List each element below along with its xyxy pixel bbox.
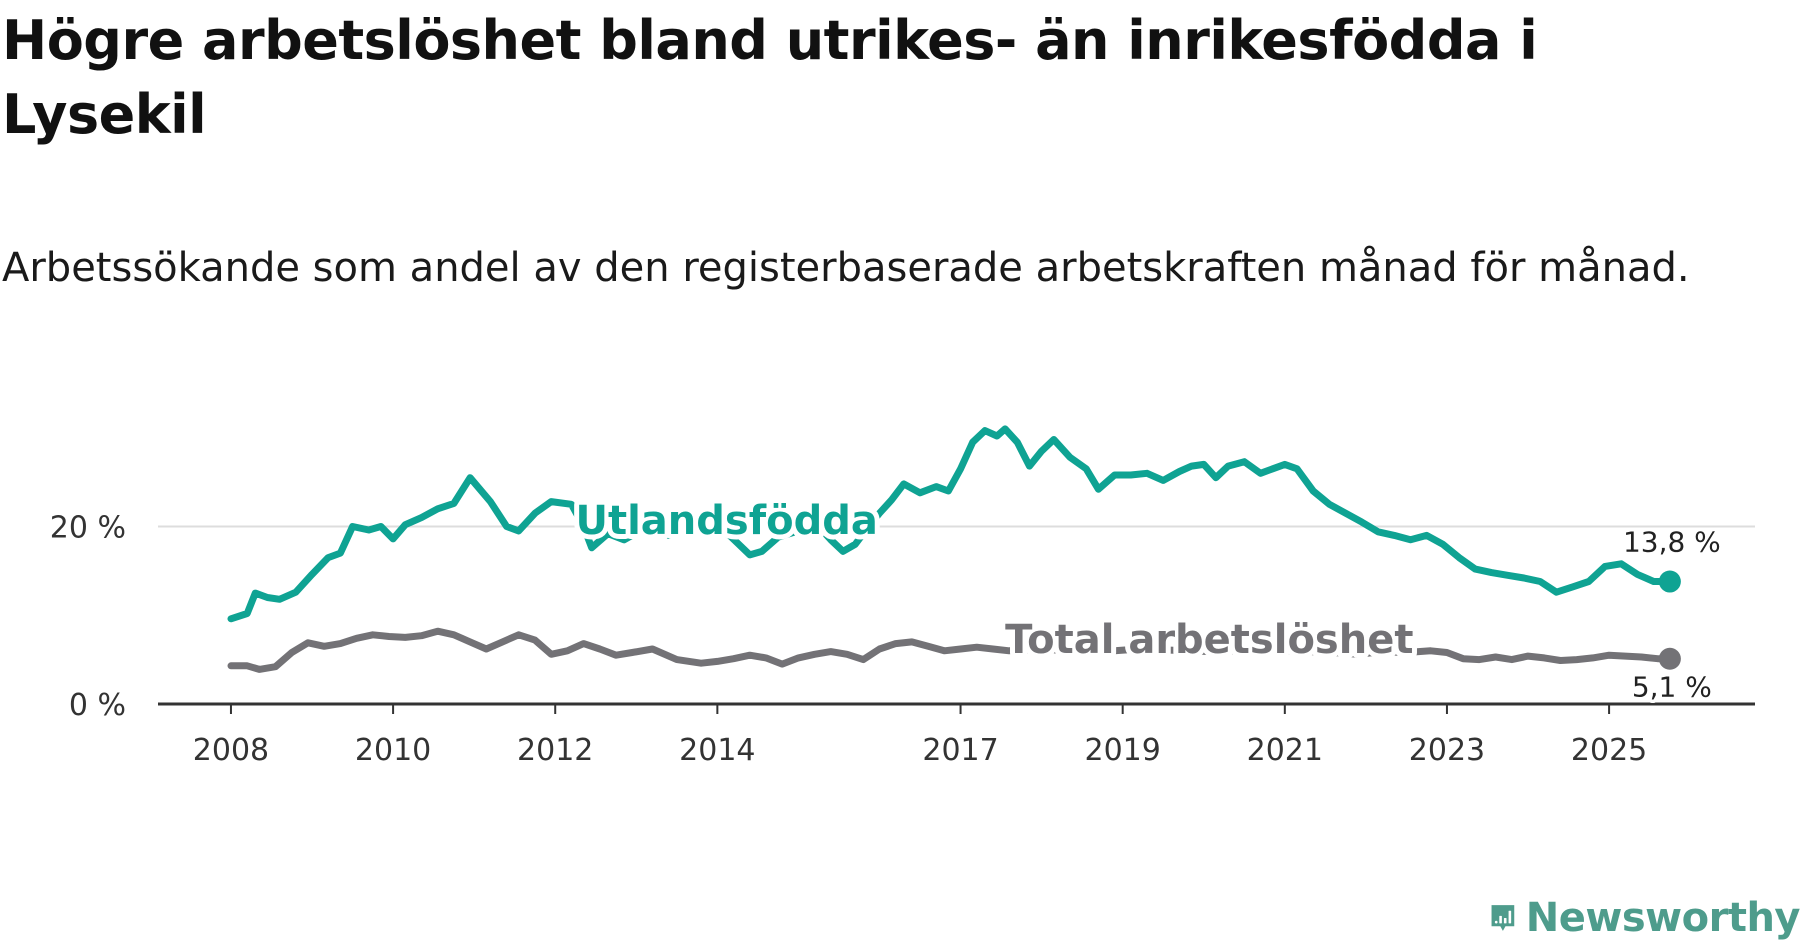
series-labels: 13,8 % 5,1 % Utlandsfödda Total arbetslöshe… (570, 493, 1724, 707)
series-end-point (1658, 570, 1681, 593)
x-tick-label: 2014 (679, 733, 755, 768)
x-tick-label: 2012 (517, 733, 593, 768)
newsworthy-logo: Newsworthy (1490, 888, 1800, 948)
axes: 0 % 20 % 2008 2010 2012 2014 2017 2019 2021 2023 2… (50, 511, 1755, 768)
brand-name: Newsworthy (1525, 895, 1800, 941)
chart-subtitle: Arbetssökande som andel av den registerb… (2, 245, 1690, 291)
x-tick-label: 2008 (193, 733, 269, 768)
x-tick-label: 2021 (1247, 733, 1323, 768)
x-tick-label: 2023 (1409, 733, 1485, 768)
series-end-label: 13,8 % (1623, 526, 1721, 559)
series-line-total (227, 627, 1674, 673)
bar-chart-icon (1491, 905, 1515, 931)
series-line-utlandsfodda (227, 425, 1674, 623)
y-tick-label: 20 % (50, 511, 126, 546)
series-name-label: Total arbetslöshet (1005, 617, 1413, 663)
x-tick-label: 2017 (922, 733, 998, 768)
x-tick-label: 2019 (1085, 733, 1161, 768)
series-end-point (1658, 647, 1681, 670)
series-end-label: 5,1 % (1632, 671, 1712, 704)
y-tick-label: 0 % (69, 688, 126, 723)
x-tick-label: 2025 (1571, 733, 1647, 768)
series-name-label: Utlandsfödda (575, 498, 877, 544)
chart-title: Högre arbetslöshet bland utrikes- än inr… (2, 9, 1538, 146)
x-tick-label: 2010 (355, 733, 431, 768)
series-lines (227, 425, 1681, 673)
